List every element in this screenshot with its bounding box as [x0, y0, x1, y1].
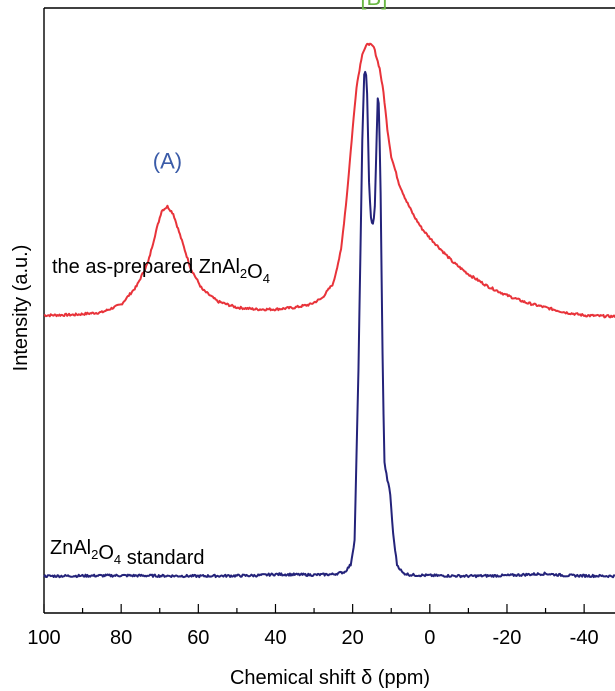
- series-line-as-prepared: [43, 42, 615, 319]
- peak-label-a: (A): [153, 148, 182, 173]
- x-tick-label: 80: [110, 627, 132, 649]
- series-label-as-prepared: the as-prepared ZnAl2O4: [52, 256, 270, 286]
- x-axis-title: Chemical shift δ (ppm): [230, 667, 430, 689]
- series-label-standard: ZnAl2O4 standard: [50, 537, 205, 569]
- series-line-standard: [43, 70, 615, 579]
- x-tick-label: 100: [27, 627, 60, 649]
- x-tick-label: -20: [493, 627, 522, 649]
- peak-label-b: [B]: [360, 0, 387, 10]
- y-axis-title: Intensity (a.u.): [10, 245, 32, 372]
- x-tick-label: 40: [264, 627, 286, 649]
- x-tick-label: -40: [570, 627, 599, 649]
- x-tick-label: 0: [424, 627, 435, 649]
- x-tick-label: 60: [187, 627, 209, 649]
- x-tick-label: 20: [342, 627, 364, 649]
